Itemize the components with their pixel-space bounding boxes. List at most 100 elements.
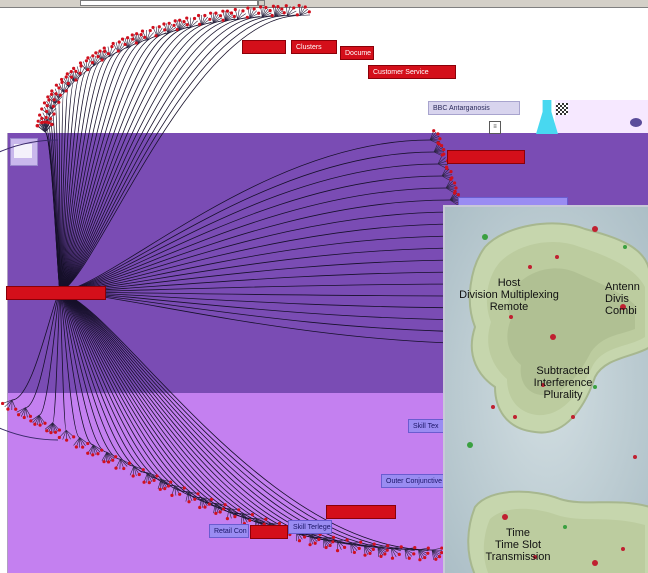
tree-leaf-node bbox=[248, 518, 252, 523]
map-document-point bbox=[528, 265, 532, 269]
tree-edge bbox=[59, 24, 202, 293]
tree-leaf-edge bbox=[49, 95, 56, 104]
topic-map[interactable] bbox=[445, 207, 648, 573]
tree-leaf-edge bbox=[59, 429, 67, 438]
tree-node-label[interactable]: Customer Service bbox=[368, 65, 456, 79]
tree-leaf-edge bbox=[50, 422, 53, 433]
tree-leaf-node bbox=[57, 428, 62, 432]
tree-leaf-edge bbox=[106, 451, 115, 459]
tree-leaf-edge bbox=[65, 76, 69, 87]
tree-leaf-edge bbox=[429, 135, 440, 141]
tree-leaf-edge bbox=[391, 548, 393, 559]
tree-leaf-edge bbox=[222, 11, 226, 21]
tree-node-label[interactable] bbox=[6, 286, 106, 300]
tree-node-label[interactable]: BBC Antarganosis bbox=[428, 101, 520, 115]
tree-leaf-edge bbox=[441, 168, 450, 177]
tree-leaf-node bbox=[196, 492, 200, 496]
tree-node-label[interactable] bbox=[242, 40, 286, 54]
tree-leaf-node bbox=[436, 132, 440, 136]
tree-leaf-node bbox=[74, 78, 78, 82]
tree-leaf-node bbox=[440, 153, 444, 157]
tree-leaf-edge bbox=[83, 61, 88, 71]
tree-leaf-edge bbox=[198, 15, 202, 26]
tree-leaf-edge bbox=[391, 546, 402, 549]
tree-leaf-edge bbox=[445, 187, 455, 194]
tree-leaf-node bbox=[169, 480, 173, 484]
tree-leaf-node bbox=[148, 28, 152, 33]
tree-node-label[interactable] bbox=[326, 505, 396, 519]
tree-node-label[interactable]: Skill Tex bbox=[408, 419, 444, 433]
tree-edge bbox=[59, 291, 392, 549]
tree-leaf-edge bbox=[274, 8, 283, 17]
tree-leaf-edge bbox=[445, 180, 454, 189]
tree-leaf-node bbox=[86, 451, 90, 455]
document-icon[interactable]: ≡ bbox=[489, 121, 501, 134]
tree-leaf-edge bbox=[65, 429, 74, 438]
map-region-label[interactable]: Host Division Multiplexing Remote bbox=[459, 277, 559, 313]
tree-leaf-edge bbox=[237, 10, 244, 20]
tree-node-label[interactable]: Retail Con bbox=[209, 524, 249, 538]
tree-leaf-node bbox=[140, 29, 145, 33]
tree-leaf-node bbox=[214, 511, 218, 515]
tree-leaf-edge bbox=[240, 513, 243, 524]
tree-edge bbox=[59, 291, 483, 297]
tree-leaf-edge bbox=[418, 549, 428, 554]
chevron-down-icon[interactable] bbox=[258, 0, 265, 6]
tree-leaf-node bbox=[297, 3, 301, 8]
tree-leaf-edge bbox=[93, 444, 102, 451]
tree-leaf-node bbox=[418, 558, 422, 562]
tree-leaf-edge bbox=[105, 452, 108, 463]
tree-leaf-node bbox=[52, 112, 56, 116]
map-document-points[interactable] bbox=[467, 226, 637, 566]
tree-leaf-edge bbox=[80, 62, 88, 71]
view-combo-box[interactable] bbox=[80, 0, 258, 6]
tree-leaf-edge bbox=[323, 537, 331, 546]
tree-leaf-edge bbox=[18, 407, 26, 415]
tree-leaf-node bbox=[158, 487, 162, 491]
tree-leaf-edge bbox=[309, 534, 313, 545]
tree-leaf-edge bbox=[174, 485, 183, 492]
topic-map-panel[interactable]: Host Division Multiplexing Remote Antenn… bbox=[443, 205, 648, 573]
tree-leaf-node bbox=[81, 445, 85, 449]
tree-leaf-edge bbox=[93, 56, 99, 66]
tree-leaf-edge bbox=[106, 451, 113, 461]
tree-leaf-edge bbox=[174, 485, 185, 489]
blob-icon bbox=[630, 118, 642, 127]
left-ruler bbox=[0, 133, 8, 573]
tree-leaf-node bbox=[178, 492, 182, 496]
tree-leaf-edge bbox=[437, 160, 448, 165]
tree-leaf-edge bbox=[93, 55, 96, 66]
tree-leaf-node bbox=[79, 64, 83, 68]
tree-leaf-edge bbox=[11, 399, 17, 410]
tree-edge bbox=[59, 211, 455, 293]
tree-node-label[interactable] bbox=[447, 150, 525, 164]
tree-leaf-edge bbox=[34, 415, 40, 425]
tree-leaf-edge bbox=[429, 130, 434, 141]
map-region-label[interactable]: Subtracted Interference Plurality bbox=[533, 365, 593, 401]
tree-leaf-edge bbox=[166, 23, 169, 34]
tree-leaf-node bbox=[187, 500, 191, 504]
tree-leaf-node bbox=[44, 115, 48, 120]
map-region-label[interactable]: Time Time Slot Transmission bbox=[485, 527, 551, 563]
tree-leaf-edge bbox=[249, 8, 255, 19]
tree-leaf-node bbox=[449, 170, 453, 174]
tree-leaf-edge bbox=[106, 451, 111, 462]
tree-leaf-edge bbox=[109, 50, 119, 57]
tree-leaf-edge bbox=[249, 7, 252, 18]
tree-node-label[interactable] bbox=[250, 525, 288, 539]
map-region-label[interactable]: Antenn Divis Combi bbox=[605, 281, 640, 317]
tree-node-label[interactable]: Skill Terlegen bbox=[288, 520, 332, 534]
tree-node-label[interactable]: Clusters bbox=[291, 40, 337, 54]
tree-leaf-node bbox=[185, 23, 189, 27]
tree-node-label[interactable]: Outer Conjunctive bbox=[381, 474, 445, 488]
tree-leaf-node bbox=[86, 441, 90, 446]
tree-leaf-node bbox=[277, 521, 282, 526]
tree-node-label[interactable]: Docume bbox=[340, 46, 374, 60]
tree-edge bbox=[59, 291, 365, 546]
tree-leaf-edge bbox=[142, 30, 148, 41]
overview-viewport-indicator[interactable] bbox=[14, 144, 32, 158]
tree-leaf-node bbox=[47, 98, 51, 102]
tree-leaf-edge bbox=[62, 430, 67, 440]
tree-leaf-node bbox=[270, 13, 274, 18]
